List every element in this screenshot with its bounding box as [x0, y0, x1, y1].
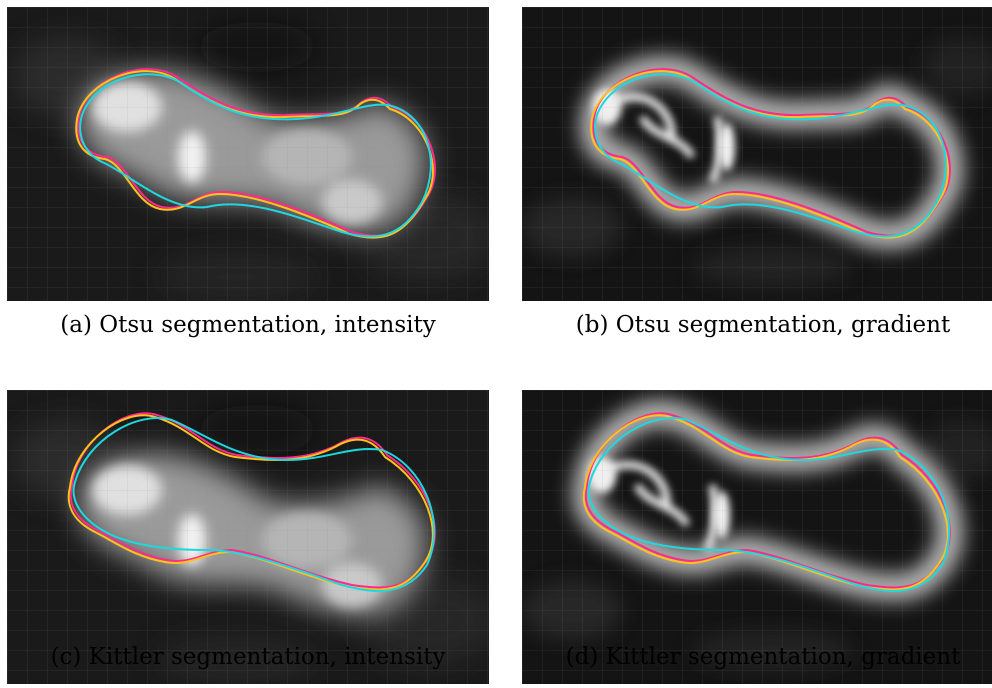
caption-a: (a) Otsu segmentation, intensity: [60, 312, 436, 338]
segmentation-image-d: [522, 390, 992, 684]
panel-a-otsu-intensity: [7, 7, 489, 301]
caption-d: (d) Kittler segmentation, gradient: [565, 644, 961, 670]
segmentation-image-b: [522, 7, 992, 301]
caption-c: (c) Kittler segmentation, intensity: [50, 644, 446, 670]
panel-c-kittler-intensity: [7, 390, 489, 684]
segmentation-image-a: [7, 7, 489, 301]
panel-b-otsu-gradient: [522, 7, 992, 301]
panel-d-kittler-gradient: [522, 390, 992, 684]
caption-b: (b) Otsu segmentation, gradient: [575, 312, 951, 338]
segmentation-image-c: [7, 390, 489, 684]
